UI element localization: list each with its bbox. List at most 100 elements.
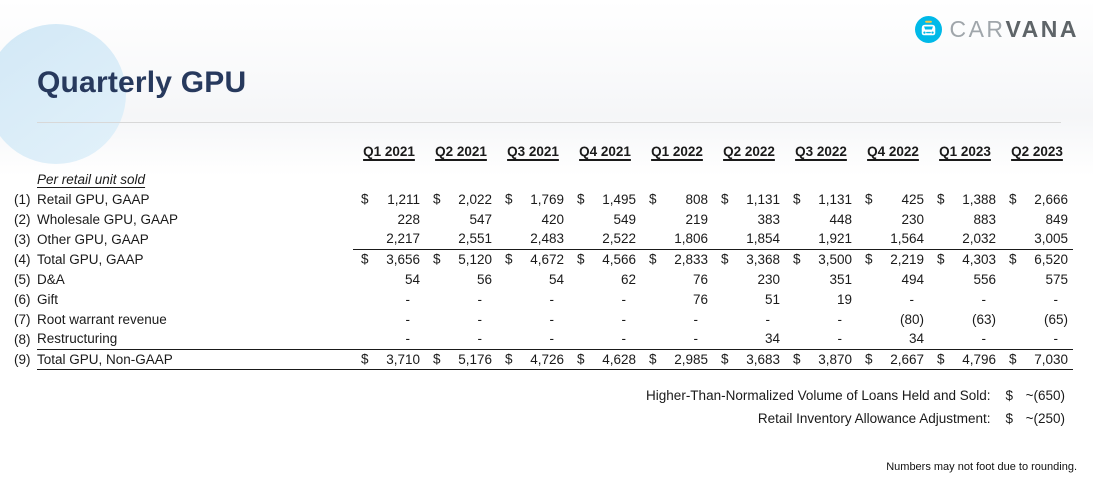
dollar-sign: $ xyxy=(865,251,873,267)
rounding-footnote: Numbers may not foot due to rounding. xyxy=(886,461,1077,473)
cell-value: 228 xyxy=(397,211,420,227)
note-loans-held-and-sold: Higher-Than-Normalized Volume of Loans H… xyxy=(646,384,1065,407)
cell-value: 6,520 xyxy=(1034,251,1068,267)
table-row: (6) Gift - - - - 76 51 19 - - - xyxy=(13,289,1073,309)
column-header-label: Q4 2021 xyxy=(579,144,631,159)
cell: $6,520 xyxy=(1001,249,1073,269)
table-row: (9) Total GPU, Non-GAAP $3,710 $5,176 $4,726… xyxy=(13,348,1073,370)
cell-value: 76 xyxy=(692,271,708,287)
row-number xyxy=(13,169,37,189)
row-number: (6) xyxy=(14,291,31,307)
dollar-sign: $ xyxy=(649,191,657,207)
empty-cell xyxy=(425,169,497,189)
dollar-sign: $ xyxy=(433,191,441,207)
cell: - xyxy=(353,329,425,349)
cell: - xyxy=(1001,289,1073,309)
cell: - xyxy=(569,329,641,349)
column-header: Q3 2022 xyxy=(785,143,857,169)
cell: $1,388 xyxy=(929,189,1001,209)
cell-value: - xyxy=(693,311,699,327)
cell: 230 xyxy=(857,209,929,229)
cell: 56 xyxy=(425,269,497,289)
cell-value: 351 xyxy=(829,271,852,287)
dollar-sign: $ xyxy=(577,251,585,267)
cell: - xyxy=(713,309,785,329)
table-row: (7) Root warrant revenue - - - - - - - (80) (63) (6… xyxy=(13,309,1073,329)
dollar-sign: $ xyxy=(721,191,729,207)
column-header: Q2 2021 xyxy=(425,143,497,169)
dollar-sign: $ xyxy=(505,191,513,207)
cell-value: 549 xyxy=(613,211,636,227)
cell-value: 1,564 xyxy=(890,231,924,247)
cell: $1,131 xyxy=(713,189,785,209)
table-row: (4) Total GPU, GAAP $3,656 $5,120 $4,672 $4,5… xyxy=(13,249,1073,269)
cell: - xyxy=(497,329,569,349)
cell-value: 2,666 xyxy=(1034,191,1068,207)
cell: $3,683 xyxy=(713,348,785,370)
column-header: Q4 2022 xyxy=(857,143,929,169)
empty-cell xyxy=(713,169,785,189)
column-header-label: Q2 2021 xyxy=(435,144,487,159)
note-value: ~(250) xyxy=(1025,411,1065,426)
row-number: (9) xyxy=(14,351,31,367)
cell: $2,833 xyxy=(641,249,713,269)
cell-value: - xyxy=(621,311,627,327)
cell-value: 54 xyxy=(548,271,564,287)
carvana-logo: CAR VANA xyxy=(915,16,1079,43)
cell: $425 xyxy=(857,189,929,209)
cell-value: 56 xyxy=(476,271,492,287)
empty-cell xyxy=(785,169,857,189)
cell: (63) xyxy=(929,309,1001,329)
dollar-sign: $ xyxy=(865,191,873,207)
dollar-sign: $ xyxy=(1009,351,1017,367)
cell-value: - xyxy=(765,311,771,327)
column-header-label: Q4 2022 xyxy=(867,144,919,159)
cell-value: - xyxy=(405,291,411,307)
cell-value: 556 xyxy=(973,271,996,287)
cell: 575 xyxy=(1001,269,1073,289)
cell: 883 xyxy=(929,209,1001,229)
cell-value: 2,833 xyxy=(674,251,708,267)
cell-value: 2,022 xyxy=(458,191,492,207)
column-header: Q2 2023 xyxy=(1001,143,1073,169)
row-number: (3) xyxy=(14,231,31,247)
cell-value: 230 xyxy=(757,271,780,287)
cell-value: 1,921 xyxy=(818,231,852,247)
cell-value: 3,656 xyxy=(386,251,420,267)
cell: (65) xyxy=(1001,309,1073,329)
dollar-sign: $ xyxy=(649,351,657,367)
cell: 228 xyxy=(353,209,425,229)
dollar-sign: $ xyxy=(433,351,441,367)
cell-value: - xyxy=(693,331,699,347)
cell: $4,796 xyxy=(929,348,1001,370)
row-label: Gift xyxy=(37,291,59,307)
note-value: ~(650) xyxy=(1025,388,1065,403)
cell: - xyxy=(857,289,929,309)
cell: (80) xyxy=(857,309,929,329)
cell: $3,368 xyxy=(713,249,785,269)
header-spacer xyxy=(13,143,37,169)
dollar-sign: $ xyxy=(793,351,801,367)
cell-value: 51 xyxy=(764,291,780,307)
cell-value: 34 xyxy=(908,331,924,347)
cell: $4,303 xyxy=(929,249,1001,269)
cell-value: - xyxy=(405,331,411,347)
cell: 230 xyxy=(713,269,785,289)
cell-value: 4,726 xyxy=(530,351,564,367)
column-header-label: Q1 2021 xyxy=(363,144,415,159)
row-label: Retail GPU, GAAP xyxy=(37,191,150,207)
cell-value: 1,388 xyxy=(962,191,996,207)
cell: - xyxy=(929,289,1001,309)
cell-value: 808 xyxy=(685,191,708,207)
cell-value: 230 xyxy=(901,211,924,227)
dollar-sign: $ xyxy=(1005,388,1013,403)
row-label: Wholesale GPU, GAAP xyxy=(37,211,179,227)
empty-cell xyxy=(569,169,641,189)
cell-value: - xyxy=(837,331,843,347)
empty-cell xyxy=(857,169,929,189)
row-label: Restructuring xyxy=(37,331,118,347)
empty-cell xyxy=(641,169,713,189)
page-title: Quarterly GPU xyxy=(37,66,247,99)
cell-value: 1,806 xyxy=(674,231,708,247)
dollar-sign: $ xyxy=(361,251,369,267)
